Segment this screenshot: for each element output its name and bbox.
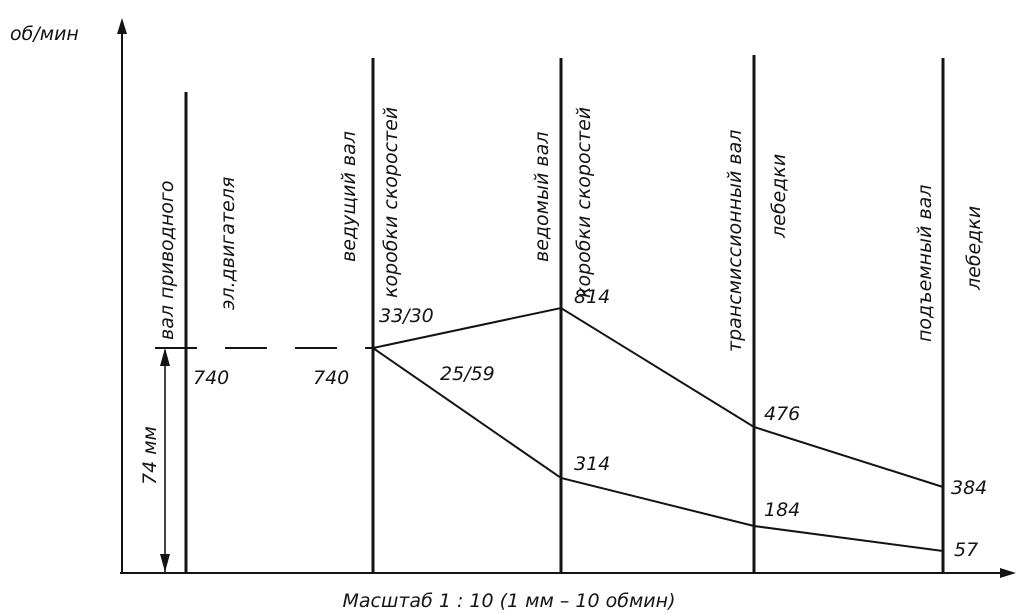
- shaft-label-transmission-1: трансмиссионный вал: [724, 130, 746, 352]
- shaft-label-lift-1: подъемный вал: [914, 185, 936, 342]
- speed-chain-lower: [372, 347, 944, 552]
- shaft-label-motor-2: эл.двигателя: [217, 177, 239, 310]
- shaft-label-drive-1: ведущий вал: [338, 131, 360, 262]
- speed-value-lift-low: 57: [954, 539, 978, 561]
- dimension-label: 74 мм: [139, 426, 161, 485]
- shaft-label-transmission-2: лебедки: [768, 154, 790, 239]
- speed-value-driven-high: 814: [574, 286, 610, 308]
- speed-chain-upper: [372, 306, 944, 488]
- dimension-arrow-bottom: [160, 554, 170, 572]
- y-axis-label: об/мин: [10, 23, 79, 45]
- gear-ratio-lower: 25/59: [440, 363, 495, 385]
- y-axis-arrow: [117, 18, 127, 34]
- speed-value-driven-low: 314: [574, 453, 610, 475]
- gear-ratio-upper: 33/30: [379, 305, 434, 327]
- scale-caption: Масштаб 1 : 10 (1 мм – 10 обмин): [343, 590, 676, 612]
- x-axis-arrow: [1000, 568, 1016, 578]
- shaft-label-drive-2: коробки скоростей: [380, 107, 402, 298]
- shaft-label-driven-1: ведомый вал: [531, 132, 553, 262]
- speed-value-transmission-high: 476: [764, 403, 800, 425]
- dimension-arrow-top: [160, 348, 170, 366]
- speed-value-lift-high: 384: [951, 477, 987, 499]
- shaft-label-driven-2: коробки скоростей: [573, 107, 595, 298]
- shaft-label-motor-1: вал приводного: [156, 181, 178, 340]
- shaft-label-lift-2: лебедки: [963, 206, 985, 291]
- speed-value-motor: 740: [193, 367, 229, 389]
- speed-value-transmission-low: 184: [764, 499, 800, 521]
- speed-value-drive-shaft: 740: [313, 367, 349, 389]
